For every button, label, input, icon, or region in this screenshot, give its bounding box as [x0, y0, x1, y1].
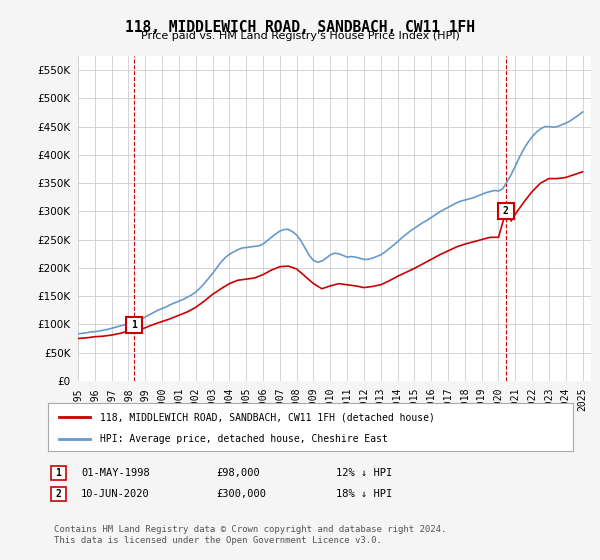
- Text: 118, MIDDLEWICH ROAD, SANDBACH, CW11 1FH (detached house): 118, MIDDLEWICH ROAD, SANDBACH, CW11 1FH…: [101, 413, 436, 422]
- Text: 18% ↓ HPI: 18% ↓ HPI: [336, 489, 392, 499]
- Text: 118, MIDDLEWICH ROAD, SANDBACH, CW11 1FH: 118, MIDDLEWICH ROAD, SANDBACH, CW11 1FH: [125, 20, 475, 35]
- Text: 10-JUN-2020: 10-JUN-2020: [81, 489, 150, 499]
- Text: Price paid vs. HM Land Registry's House Price Index (HPI): Price paid vs. HM Land Registry's House …: [140, 31, 460, 41]
- Text: HPI: Average price, detached house, Cheshire East: HPI: Average price, detached house, Ches…: [101, 434, 388, 444]
- Text: 1: 1: [131, 320, 137, 330]
- Text: Contains HM Land Registry data © Crown copyright and database right 2024.
This d: Contains HM Land Registry data © Crown c…: [54, 525, 446, 545]
- Text: 12% ↓ HPI: 12% ↓ HPI: [336, 468, 392, 478]
- Text: 1: 1: [56, 468, 61, 478]
- Text: £98,000: £98,000: [216, 468, 260, 478]
- Text: 2: 2: [503, 206, 509, 216]
- Text: 2: 2: [56, 489, 61, 499]
- Text: 01-MAY-1998: 01-MAY-1998: [81, 468, 150, 478]
- Text: £300,000: £300,000: [216, 489, 266, 499]
